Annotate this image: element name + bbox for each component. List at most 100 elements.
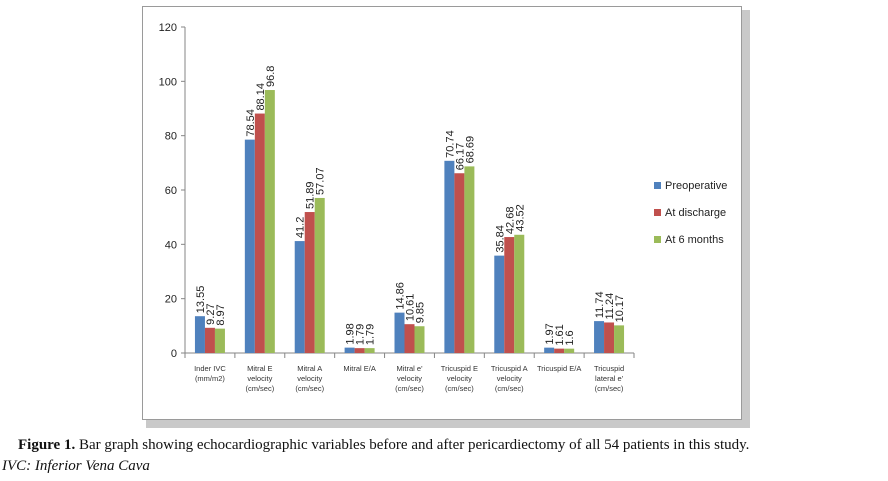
data-label: 1.98 xyxy=(345,323,357,344)
x-tick-label-line: Inder IVC xyxy=(194,364,226,373)
data-label: 11.74 xyxy=(594,291,606,318)
data-label: 8.97 xyxy=(215,304,227,325)
x-tick-label: Mitral E/A xyxy=(343,364,376,373)
figure-frame xyxy=(142,6,742,420)
x-tick-label-line: Tricuspid xyxy=(594,364,624,373)
y-tick-label: 120 xyxy=(159,22,177,34)
legend-swatch xyxy=(654,182,661,189)
legend-label: Preoperative xyxy=(665,180,727,192)
bar xyxy=(204,327,215,353)
x-tick-label-line: Mitral E/A xyxy=(343,364,376,373)
bar xyxy=(254,113,265,353)
x-tick-label-line: velocity xyxy=(297,374,322,383)
figure-caption-text: Bar graph showing echocardiographic vari… xyxy=(75,437,750,453)
data-label: 14.86 xyxy=(395,282,407,310)
x-tick-label-line: (cm/sec) xyxy=(295,384,324,393)
x-tick-label-line: velocity xyxy=(497,374,522,383)
x-tick-label-line: velocity xyxy=(447,374,472,383)
bar xyxy=(594,321,605,353)
data-label: 57.07 xyxy=(315,167,327,195)
data-label: 9.85 xyxy=(415,302,427,323)
data-label: 1.79 xyxy=(355,324,367,345)
x-tick-label: Inder IVC (mm/m2) xyxy=(194,364,226,383)
legend-swatch xyxy=(654,236,661,243)
figure-caption: Figure 1. Bar graph showing echocardiogr… xyxy=(18,437,749,454)
bar xyxy=(314,197,325,353)
x-tick-label-line: (cm/sec) xyxy=(595,384,624,393)
x-tick-label: Tricuspid lateral e' (cm/sec) xyxy=(594,364,624,393)
x-tick-label-line: (cm/sec) xyxy=(395,384,424,393)
data-label: 41.2 xyxy=(295,217,307,238)
bar xyxy=(444,160,455,353)
x-tick-label-line: Mitral e' xyxy=(396,364,423,373)
bar xyxy=(354,348,365,353)
legend-swatch xyxy=(654,209,661,216)
x-tick-label-line: velocity xyxy=(397,374,422,383)
data-label: 1.97 xyxy=(544,323,556,344)
bar xyxy=(544,347,555,353)
bar xyxy=(614,325,625,353)
y-tick-label: 40 xyxy=(165,239,177,251)
bar xyxy=(214,328,225,353)
data-label: 11.24 xyxy=(604,293,616,320)
x-tick-label-line: Tricuspid A xyxy=(491,364,528,373)
data-label: 78.54 xyxy=(245,109,257,137)
data-label: 1.79 xyxy=(365,324,377,345)
data-label: 66.17 xyxy=(454,143,466,171)
bar xyxy=(264,90,275,353)
x-tick-label-line: velocity xyxy=(247,374,272,383)
bar xyxy=(364,348,375,353)
bar xyxy=(454,173,465,353)
data-label: 96.8 xyxy=(265,66,277,87)
x-tick-label: Tricuspid E/A xyxy=(537,364,581,373)
bar xyxy=(554,348,565,353)
bar xyxy=(604,322,615,353)
data-label: 13.55 xyxy=(195,286,207,314)
x-tick-label-line: (cm/sec) xyxy=(445,384,474,393)
bar xyxy=(414,326,425,353)
bar xyxy=(394,312,405,353)
x-tick-label-line: Tricuspid E xyxy=(441,364,478,373)
bar xyxy=(294,241,305,353)
x-tick-label: Mitral e' velocity (cm/sec) xyxy=(395,364,424,393)
y-tick-label: 100 xyxy=(159,76,177,88)
data-label: 9.27 xyxy=(205,303,217,324)
bar xyxy=(464,166,475,353)
data-label: 43.52 xyxy=(514,204,526,232)
x-tick-label-line: Mitral E xyxy=(247,364,272,373)
legend-label: At discharge xyxy=(665,207,726,219)
bar xyxy=(564,348,575,353)
y-tick-label: 80 xyxy=(165,131,177,143)
data-label: 68.69 xyxy=(464,136,476,164)
data-label: 35.84 xyxy=(494,225,506,253)
bar xyxy=(304,212,315,353)
bar xyxy=(344,347,355,353)
data-label: 10.61 xyxy=(405,294,417,322)
data-label: 51.89 xyxy=(305,182,317,210)
figure-caption-label: Figure 1. xyxy=(18,437,76,453)
legend-label: At 6 months xyxy=(665,234,724,246)
x-tick-label-line: Mitral A xyxy=(297,364,322,373)
x-tick-label-line: (mm/m2) xyxy=(195,374,225,383)
y-tick-label: 60 xyxy=(165,185,177,197)
bar xyxy=(194,316,205,353)
figure-caption-note: IVC: Inferior Vena Cava xyxy=(2,458,150,474)
x-tick-label-line: (cm/sec) xyxy=(245,384,274,393)
bar xyxy=(494,255,505,353)
data-label: 1.6 xyxy=(564,330,576,345)
y-tick-label: 20 xyxy=(165,294,177,306)
data-label: 1.61 xyxy=(554,324,566,345)
data-label: 10.17 xyxy=(614,295,626,323)
x-tick-label-line: (cm/sec) xyxy=(495,384,524,393)
bar xyxy=(404,324,415,353)
data-label: 42.68 xyxy=(504,207,516,235)
data-label: 70.74 xyxy=(444,130,456,158)
y-tick-label: 0 xyxy=(171,348,177,360)
data-label: 88.14 xyxy=(255,83,267,111)
